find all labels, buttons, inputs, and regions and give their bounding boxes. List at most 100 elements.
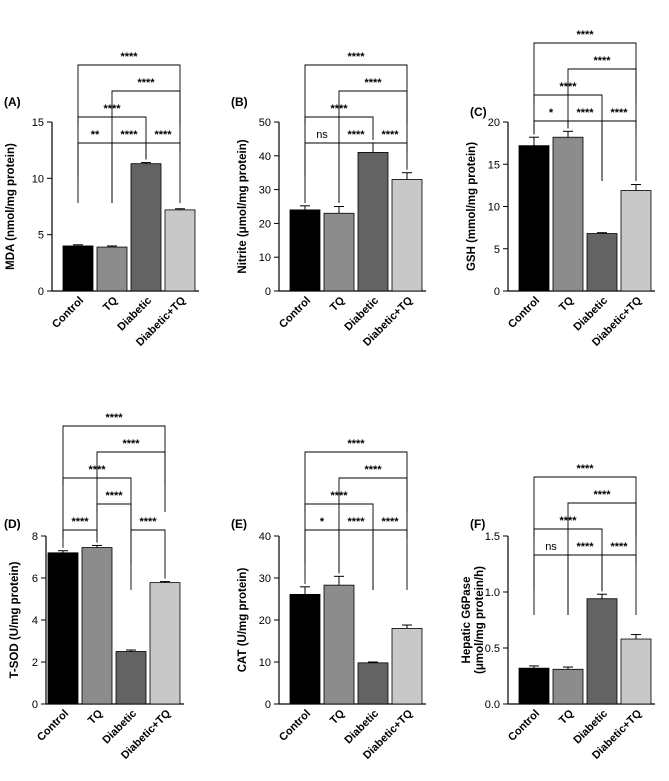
significance-bracket: [601, 120, 637, 181]
y-tick-label: 20: [259, 218, 271, 230]
significance-label: ****: [120, 51, 138, 63]
bar: [552, 136, 584, 292]
y-axis-label: Nitrite (μmol/mg protein): [237, 139, 249, 273]
panel-label: (F): [470, 517, 485, 531]
panel-label: (A): [4, 95, 21, 109]
y-axis-label: T-SOD (U/mg protein): [9, 561, 21, 678]
y-tick-label: 10: [259, 252, 271, 264]
panel-label: (D): [4, 517, 21, 531]
significance-label: ****: [364, 77, 382, 89]
bar: [62, 245, 94, 292]
y-tick-label: 10: [488, 202, 500, 214]
significance-label: ****: [120, 129, 138, 141]
category-label: Control: [277, 708, 313, 744]
bar: [47, 552, 79, 705]
y-tick-label: 5: [494, 244, 500, 256]
significance-label: ****: [137, 77, 155, 89]
y-tick-label: 1.5: [485, 531, 500, 543]
significance-label: ****: [154, 129, 172, 141]
bar: [620, 638, 652, 705]
significance-label: ****: [347, 516, 365, 528]
y-tick-label: 2: [32, 657, 38, 669]
category-label: TQ: [328, 707, 348, 727]
y-tick-label: 0.5: [485, 643, 500, 655]
y-tick-label: 0: [265, 699, 271, 711]
y-tick-label: 20: [488, 117, 500, 129]
significance-label: ****: [139, 516, 157, 528]
significance-bracket: [77, 142, 113, 203]
y-tick-label: 1.0: [485, 587, 500, 599]
significance-label: **: [91, 129, 100, 141]
significance-bracket: [130, 529, 166, 590]
category-label: Control: [35, 708, 71, 744]
y-axis-label: Hepatic G6Pase: [461, 577, 473, 664]
y-tick-label: 30: [259, 185, 271, 197]
significance-label: *: [320, 516, 325, 528]
y-tick-label: 10: [32, 173, 44, 185]
bar: [289, 209, 321, 292]
significance-bracket: [533, 120, 569, 135]
y-axis-label: CAT (U/mg protein): [237, 568, 249, 673]
significance-label: ****: [593, 489, 611, 501]
significance-label: ****: [71, 516, 89, 528]
y-tick-label: 0.0: [485, 699, 500, 711]
y-tick-label: 50: [259, 117, 271, 129]
chart-panel: (B) 0 10 20 30 40 50 Nitrite (μmol/mg protein) C…: [231, 51, 426, 349]
y-tick-label: 5: [38, 230, 44, 242]
bar: [518, 667, 550, 705]
panel-label: (E): [231, 517, 247, 531]
chart-panel: (F) 0.0 0.5 1.0 1.5 Hepatic G6Pase (μmol/mg pr…: [461, 463, 655, 762]
bar: [586, 598, 618, 705]
category-label: TQ: [557, 707, 577, 727]
category-label: TQ: [328, 294, 348, 314]
significance-label: ****: [610, 541, 628, 553]
bar: [620, 190, 652, 292]
y-tick-label: 40: [259, 531, 271, 543]
category-label: Control: [50, 295, 86, 331]
panel-label: (C): [470, 105, 487, 119]
y-tick-label: 0: [494, 286, 500, 298]
y-axis-label: MDA (nmol/mg protein): [5, 143, 17, 270]
y-tick-label: 0: [38, 286, 44, 298]
category-label: Control: [506, 295, 542, 331]
chart-panel: (C) 0 5 10 15 20 GSH (mmol/mg protein) Control T…: [466, 29, 655, 349]
significance-bracket: [62, 529, 98, 548]
significance-label: ****: [364, 464, 382, 476]
significance-bracket: [304, 142, 340, 203]
significance-bracket: [533, 42, 637, 103]
y-axis-label: GSH (mmol/mg protein): [466, 142, 478, 271]
bar: [149, 582, 181, 705]
significance-label: ****: [105, 412, 123, 424]
significance-label: ****: [576, 107, 594, 119]
significance-label: ****: [105, 490, 123, 502]
significance-bracket: [338, 529, 374, 590]
bar: [391, 628, 423, 705]
bar: [323, 212, 355, 292]
category-label: Control: [277, 295, 313, 331]
significance-bracket: [533, 554, 569, 615]
bar: [586, 233, 618, 292]
significance-label: ****: [122, 438, 140, 450]
y-tick-label: 30: [259, 573, 271, 585]
bar: [391, 179, 423, 292]
significance-label: ****: [593, 55, 611, 67]
significance-bracket: [304, 64, 408, 125]
significance-label: ****: [381, 129, 399, 141]
bar: [115, 651, 147, 705]
significance-label: ****: [576, 541, 594, 553]
significance-bracket: [304, 451, 408, 512]
significance-bracket: [533, 476, 637, 537]
significance-label: ns: [316, 129, 328, 141]
significance-label: ****: [347, 438, 365, 450]
significance-label: ****: [381, 516, 399, 528]
significance-label: ****: [347, 51, 365, 63]
y-axis-label: (μmol/mg protein/h): [474, 566, 486, 674]
bar: [518, 145, 550, 292]
y-tick-label: 20: [259, 615, 271, 627]
bar: [357, 662, 389, 705]
y-tick-label: 8: [32, 531, 38, 543]
category-label: TQ: [86, 707, 106, 727]
y-tick-label: 6: [32, 573, 38, 585]
